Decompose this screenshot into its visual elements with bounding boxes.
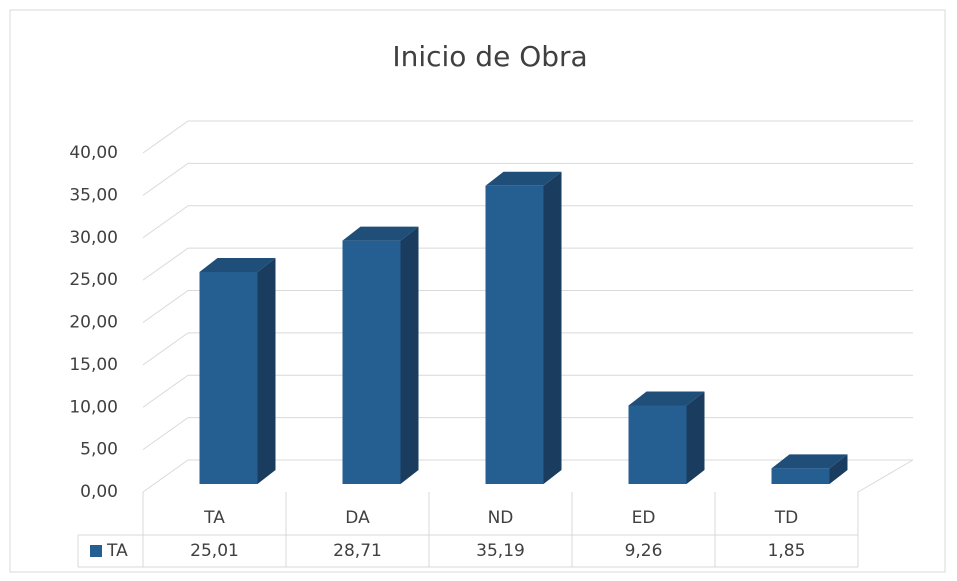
x-tick-label: TA [203,508,225,528]
table-value: 35,19 [476,541,525,561]
floor-edge [857,459,914,493]
y-tick-label: 10,00 [69,397,118,417]
y-tick-label: 40,00 [69,143,118,163]
y-tick-label: 15,00 [69,355,118,375]
x-tick-label: TD [774,508,798,528]
bar-front [771,468,830,484]
table-value: 28,71 [333,541,382,561]
y-tick-label: 0,00 [80,482,118,502]
y-tick-label: 25,00 [69,270,118,290]
bar [199,258,276,484]
y-tick-label: 5,00 [80,440,118,460]
grid-line [142,459,189,493]
table-value: 9,26 [625,541,663,561]
bar-top [485,171,562,186]
grid-line [142,290,189,323]
bar-front [199,272,258,484]
bar-side [400,226,419,485]
grid-line [142,205,189,239]
x-tick-label: ED [632,508,656,528]
bar [771,454,848,484]
bar [342,226,419,485]
table-value: 25,01 [190,541,239,561]
bar [628,391,705,484]
bar-front [628,405,687,484]
legend-swatch [90,545,102,557]
bar-top [771,454,848,469]
y-tick-label: 30,00 [69,228,118,248]
legend-label: TA [106,541,128,561]
bar-side [543,171,562,484]
y-tick-label: 35,00 [69,185,118,205]
grid-line [142,374,189,408]
bar-top [342,226,419,241]
bar [485,171,562,484]
bar-side [686,391,705,484]
grid-line [142,417,189,451]
grid-line [142,162,189,196]
grid-line [142,247,189,281]
x-tick-label: DA [345,508,370,528]
bar-side [829,454,848,484]
x-tick-label: ND [488,508,514,528]
bar-side [257,258,276,484]
table-value: 1,85 [768,541,806,561]
y-tick-label: 20,00 [69,313,118,333]
bar-front [342,240,401,484]
grid-line [142,332,189,366]
grid-line [142,120,189,154]
chart-title: Inicio de Obra [392,40,587,73]
bar-top [199,258,276,273]
bar-top [628,391,705,406]
bar-front [485,185,544,484]
